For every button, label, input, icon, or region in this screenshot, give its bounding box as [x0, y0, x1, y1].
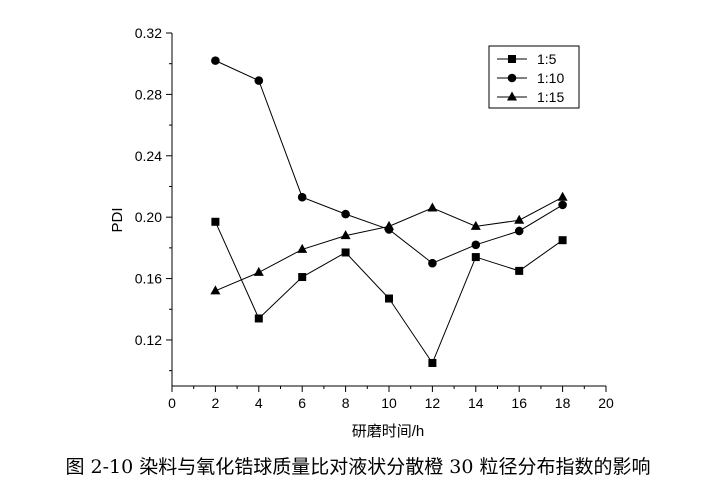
data-point [427, 202, 438, 212]
data-point [515, 266, 524, 275]
data-point [514, 214, 525, 224]
x-tick-label: 20 [598, 395, 614, 411]
pdi-line-chart: 0 2 4 6 8 10 12 14 16 18 20 0.12 0.16 0.20 0.24 0.28 0.3… [109, 25, 614, 440]
x-tick-label: 18 [555, 395, 571, 411]
x-tick-label: 6 [298, 395, 306, 411]
series-square [211, 217, 567, 367]
data-point [211, 56, 220, 65]
figure-caption: 图 2-10 染料与氧化锆球质量比对液状分散橙 30 粒径分布指数的影响 [65, 456, 651, 478]
y-tick-label: 0.20 [135, 209, 162, 225]
data-point [298, 273, 307, 282]
series-triangle [210, 191, 568, 295]
data-point [253, 266, 264, 276]
data-point [471, 240, 481, 250]
data-point [340, 230, 351, 240]
legend: 1:5 1:10 1:15 [488, 45, 580, 109]
x-tick-label: 12 [425, 395, 441, 411]
y-tick-label: 0.12 [135, 332, 162, 348]
data-point [297, 243, 308, 253]
ticks: 0 2 4 6 8 10 12 14 16 18 20 0.12 0.16 0.20 0.24 0.28 0.3… [135, 25, 614, 411]
legend-marker [507, 91, 517, 101]
x-tick-label: 10 [381, 395, 397, 411]
x-tick-label: 0 [168, 395, 176, 411]
data-point [297, 192, 307, 202]
data-point [341, 248, 350, 257]
series-line [214, 221, 563, 365]
data-point [558, 200, 567, 210]
data-point [428, 358, 437, 367]
y-tick-label: 0.24 [135, 148, 162, 164]
data-point [211, 217, 220, 226]
legend-label: 1:10 [537, 70, 564, 86]
data-point [471, 253, 480, 262]
legend-marker [507, 73, 517, 83]
data-point [514, 226, 524, 236]
x-tick-label: 14 [468, 395, 484, 411]
x-tick-label: 2 [212, 395, 220, 411]
legend-label: 1:15 [537, 89, 564, 105]
x-tick-label: 4 [255, 395, 263, 411]
y-axis-label: PDI [109, 207, 126, 232]
data-point [254, 76, 264, 85]
y-tick-label: 0.32 [135, 25, 162, 41]
legend-box [488, 45, 580, 109]
legend-label: 1:5 [537, 51, 557, 67]
data-point [341, 209, 350, 219]
data-point [254, 314, 263, 323]
x-axis-label: 研磨时间/h [352, 423, 425, 440]
data-point [210, 285, 221, 295]
data-point [428, 258, 437, 268]
series-group [210, 56, 568, 367]
y-tick-label: 0.28 [135, 86, 162, 102]
y-tick-label: 0.16 [135, 271, 162, 287]
data-point [385, 294, 393, 303]
data-point [557, 191, 568, 201]
series-line [215, 196, 563, 292]
x-tick-label: 16 [511, 395, 527, 411]
x-tick-label: 8 [342, 395, 350, 411]
data-point [470, 220, 481, 230]
data-point [384, 220, 394, 230]
legend-marker [508, 55, 516, 63]
data-point [558, 236, 567, 245]
